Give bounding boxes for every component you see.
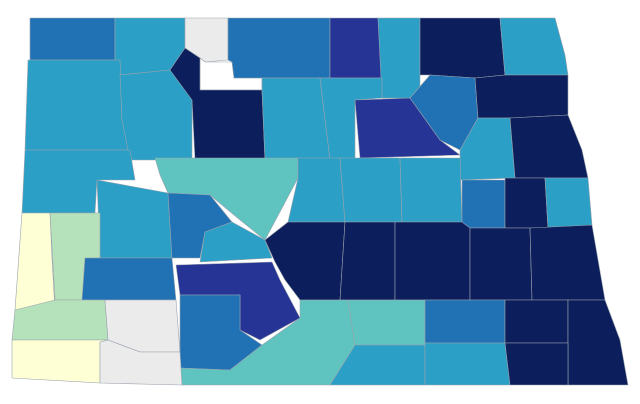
county <box>99 339 183 386</box>
counties <box>11 17 629 386</box>
county <box>199 221 273 263</box>
county <box>29 17 116 61</box>
county <box>377 17 421 99</box>
county <box>469 227 533 301</box>
county <box>567 299 629 386</box>
county <box>354 97 461 159</box>
county <box>424 342 511 386</box>
county <box>544 177 593 229</box>
county <box>96 179 173 259</box>
county <box>339 221 396 301</box>
county <box>11 339 109 384</box>
county <box>347 299 426 346</box>
county <box>14 212 56 311</box>
county <box>394 221 471 301</box>
county <box>504 342 569 386</box>
county <box>339 157 403 223</box>
county <box>504 299 569 344</box>
county <box>474 74 569 119</box>
county <box>504 177 549 229</box>
county <box>399 157 463 223</box>
county <box>459 117 516 181</box>
county <box>81 257 177 301</box>
county <box>261 77 331 161</box>
county <box>424 299 506 344</box>
county <box>461 179 506 229</box>
county <box>509 114 589 179</box>
county <box>24 59 131 151</box>
county <box>227 17 331 79</box>
county <box>329 17 383 79</box>
county <box>419 17 506 79</box>
county <box>529 224 606 301</box>
county <box>499 17 569 76</box>
